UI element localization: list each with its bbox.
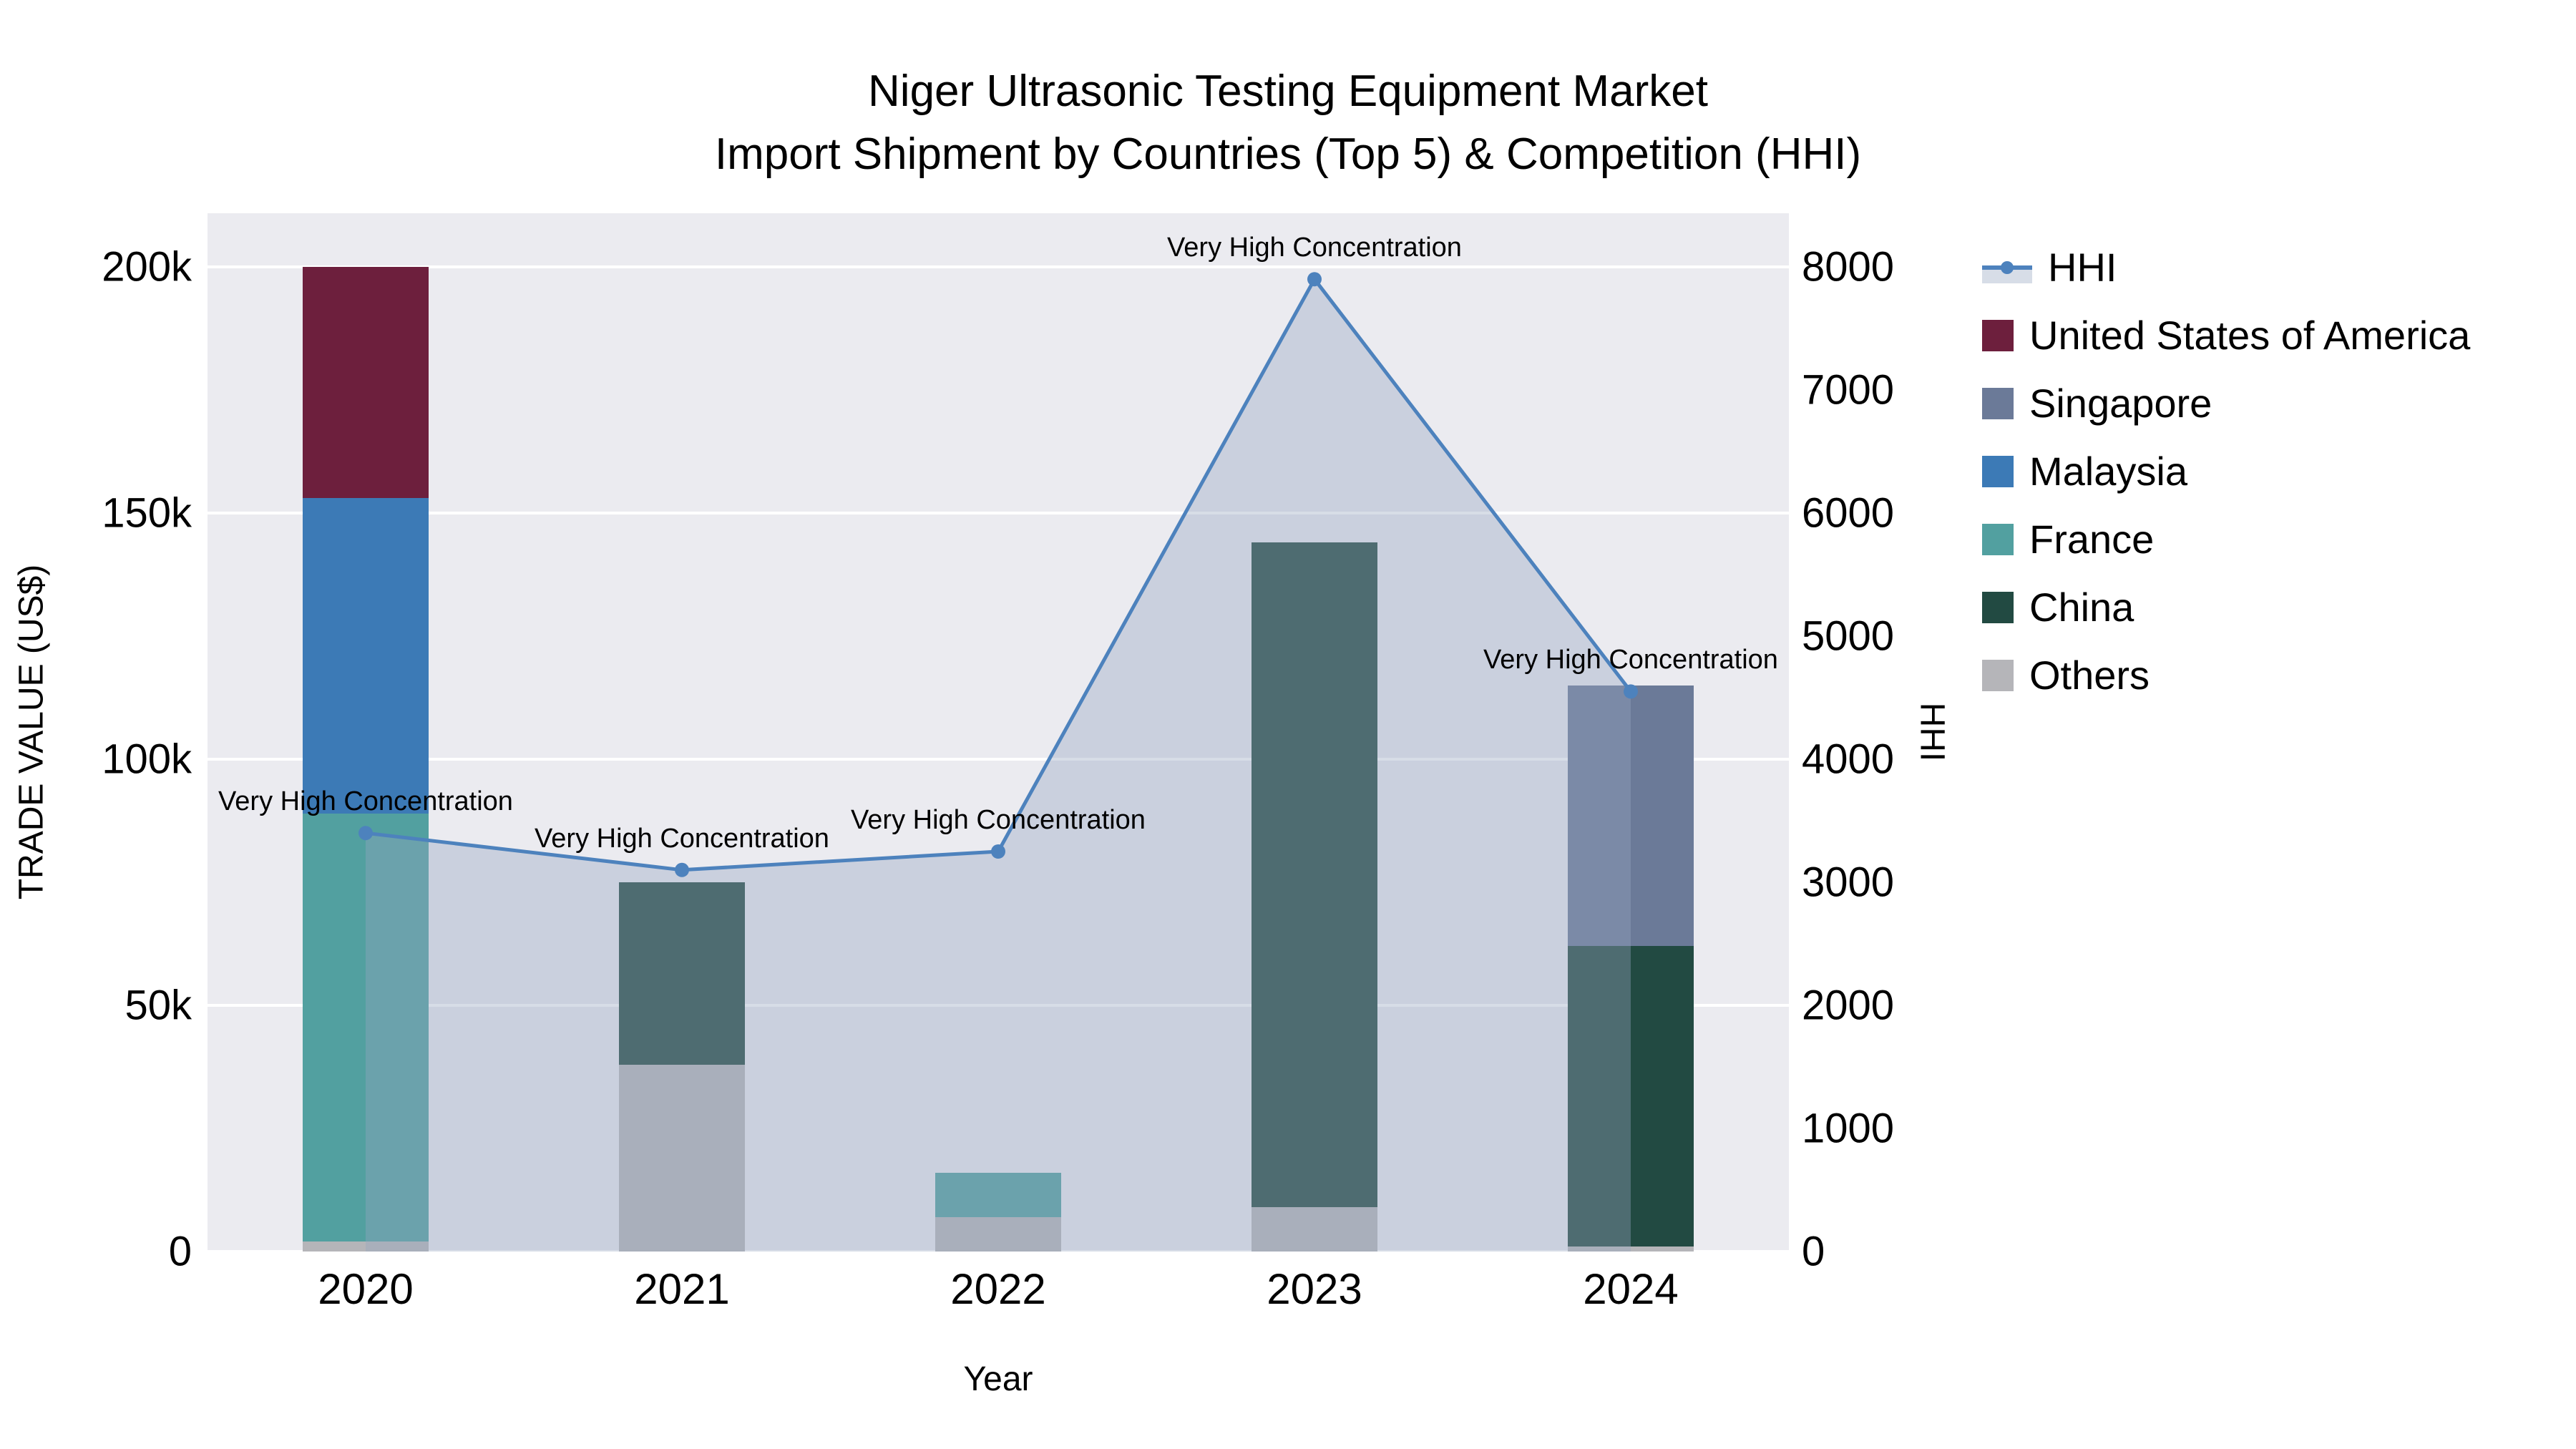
annotation-2021: Very High Concentration [535, 823, 829, 854]
bar-segment-malaysia[interactable] [303, 498, 429, 814]
gridline [208, 757, 1789, 761]
x-tick-label: 2021 [634, 1265, 730, 1313]
hhi-area [366, 279, 1631, 1252]
y-right-axis-title: HHI [1913, 702, 1951, 762]
plot-area[interactable] [208, 213, 1789, 1253]
chart-title: Niger Ultrasonic Testing Equipment Marke… [0, 60, 2576, 186]
legend-swatch-france-icon [1982, 523, 2014, 555]
y-right-tick-label: 8000 [1802, 243, 1895, 291]
legend-swatch-others-icon [1982, 659, 2014, 691]
y-right-tick-label: 2000 [1802, 982, 1895, 1029]
legend-item-hhi[interactable]: HHI [1982, 233, 2470, 301]
y-right-tick-label: 1000 [1802, 1105, 1895, 1152]
hhi-marker[interactable] [358, 826, 373, 841]
y-left-tick-label: 50k [125, 982, 192, 1029]
bar-segment-others[interactable] [1252, 1207, 1377, 1252]
hhi-legend-sample-icon [1982, 251, 2032, 283]
annotation-2022: Very High Concentration [851, 804, 1146, 835]
legend-label: China [2029, 585, 2135, 630]
gridline [208, 1003, 1789, 1007]
hhi-marker[interactable] [991, 844, 1005, 859]
hhi-legend-marker [2001, 260, 2014, 274]
gridline [208, 265, 1789, 268]
y-left-tick-label: 100k [102, 736, 192, 783]
y-left-tick-label: 0 [168, 1228, 192, 1275]
legend-label: Singapore [2029, 381, 2212, 426]
legend-label: Others [2029, 653, 2150, 698]
bar-segment-singapore[interactable] [1568, 685, 1694, 947]
bar-segment-china[interactable] [1568, 946, 1694, 1247]
y-left-tick-label: 150k [102, 489, 192, 537]
bar-segment-china[interactable] [619, 882, 745, 1065]
y-right-tick-label: 4000 [1802, 736, 1895, 783]
legend-item-china[interactable]: China [1982, 573, 2470, 641]
chart-title-line1: Niger Ultrasonic Testing Equipment Marke… [868, 67, 1708, 116]
y-right-tick-label: 5000 [1802, 613, 1895, 660]
annotation-2023: Very High Concentration [1167, 233, 1462, 263]
legend-item-united-states-of-america[interactable]: United States of America [1982, 301, 2470, 369]
legend-swatch-malaysia-icon [1982, 455, 2014, 487]
legend-swatch-singapore-icon [1982, 387, 2014, 419]
bar-segment-others[interactable] [303, 1241, 429, 1252]
y-left-axis-title: TRADE VALUE (US$) [12, 564, 51, 900]
bar-segment-france[interactable] [935, 1172, 1061, 1217]
legend-label: Malaysia [2029, 449, 2187, 494]
legend-label: United States of America [2029, 313, 2471, 358]
y-right-tick-label: 0 [1802, 1228, 1825, 1275]
bar-segment-united-states-of-america[interactable] [303, 266, 429, 499]
legend-item-france[interactable]: France [1982, 505, 2470, 573]
y-right-tick-label: 6000 [1802, 489, 1895, 537]
gridline [208, 511, 1789, 514]
bar-segment-others[interactable] [935, 1216, 1061, 1252]
legend-item-others[interactable]: Others [1982, 641, 2470, 709]
bar-segment-france[interactable] [303, 813, 429, 1242]
x-tick-label: 2022 [950, 1265, 1046, 1313]
annotation-2024: Very High Concentration [1483, 645, 1778, 675]
y-right-tick-label: 7000 [1802, 366, 1895, 414]
y-right-tick-label: 3000 [1802, 859, 1895, 906]
x-tick-label: 2020 [318, 1265, 414, 1313]
gridline [208, 1250, 1789, 1253]
bar-segment-others[interactable] [619, 1064, 745, 1252]
legend-swatch-china-icon [1982, 591, 2014, 623]
bar-segment-others[interactable] [1568, 1246, 1694, 1252]
chart-title-line2: Import Shipment by Countries (Top 5) & C… [714, 130, 1862, 180]
hhi-marker[interactable] [1624, 684, 1638, 699]
annotation-2020: Very High Concentration [218, 786, 513, 817]
x-tick-label: 2023 [1267, 1265, 1362, 1313]
y-left-tick-label: 200k [102, 243, 192, 291]
hhi-marker[interactable] [675, 862, 689, 877]
legend-swatch-united-states-of-america-icon [1982, 319, 2014, 351]
legend-item-singapore[interactable]: Singapore [1982, 369, 2470, 437]
bar-segment-china[interactable] [1252, 542, 1377, 1208]
hhi-overlay [358, 272, 1638, 1252]
legend-label: France [2029, 517, 2155, 562]
x-axis-title: Year [963, 1360, 1033, 1398]
legend-label: HHI [2048, 245, 2117, 290]
legend-item-malaysia[interactable]: Malaysia [1982, 437, 2470, 505]
hhi-marker[interactable] [1307, 272, 1322, 287]
legend: HHI United States of America Singapore Mala… [1982, 233, 2470, 709]
x-tick-label: 2024 [1583, 1265, 1679, 1313]
